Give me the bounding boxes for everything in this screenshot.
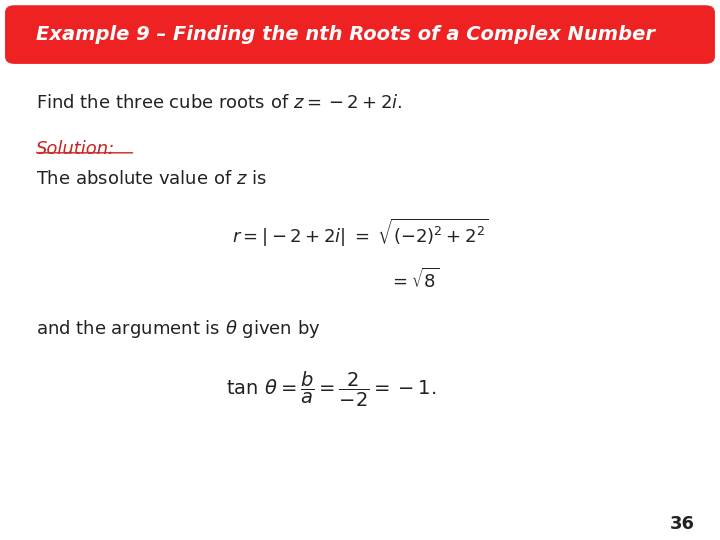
- Text: Find the three cube roots of $z = -2 + 2i$.: Find the three cube roots of $z = -2 + 2…: [36, 93, 402, 112]
- Text: and the argument is $\theta$ given by: and the argument is $\theta$ given by: [36, 319, 320, 340]
- Text: Example 9 – Finding the nth Roots of a Complex Number: Example 9 – Finding the nth Roots of a C…: [36, 24, 655, 44]
- Text: 36: 36: [670, 515, 695, 533]
- Text: $= \sqrt{8}$: $= \sqrt{8}$: [389, 268, 439, 292]
- FancyBboxPatch shape: [6, 6, 714, 63]
- Text: $r = |-2 + 2i| \;=\; \sqrt{(-2)^2 + 2^2}$: $r = |-2 + 2i| \;=\; \sqrt{(-2)^2 + 2^2}…: [232, 217, 488, 249]
- Text: Solution:: Solution:: [36, 139, 115, 158]
- Text: $\tan\,\theta = \dfrac{b}{a} = \dfrac{2}{-2} = -1.$: $\tan\,\theta = \dfrac{b}{a} = \dfrac{2}…: [226, 370, 436, 409]
- Text: The absolute value of $z$ is: The absolute value of $z$ is: [36, 170, 267, 188]
